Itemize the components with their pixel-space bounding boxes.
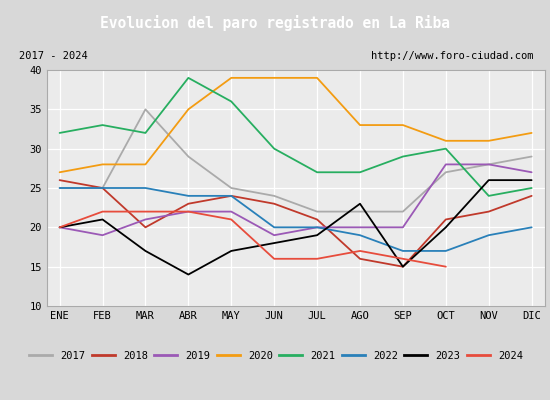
- Legend: 2017, 2018, 2019, 2020, 2021, 2022, 2023, 2024: 2017, 2018, 2019, 2020, 2021, 2022, 2023…: [26, 348, 526, 364]
- Text: Evolucion del paro registrado en La Riba: Evolucion del paro registrado en La Riba: [100, 15, 450, 31]
- Text: 2017 - 2024: 2017 - 2024: [19, 50, 88, 60]
- Text: http://www.foro-ciudad.com: http://www.foro-ciudad.com: [371, 50, 534, 60]
